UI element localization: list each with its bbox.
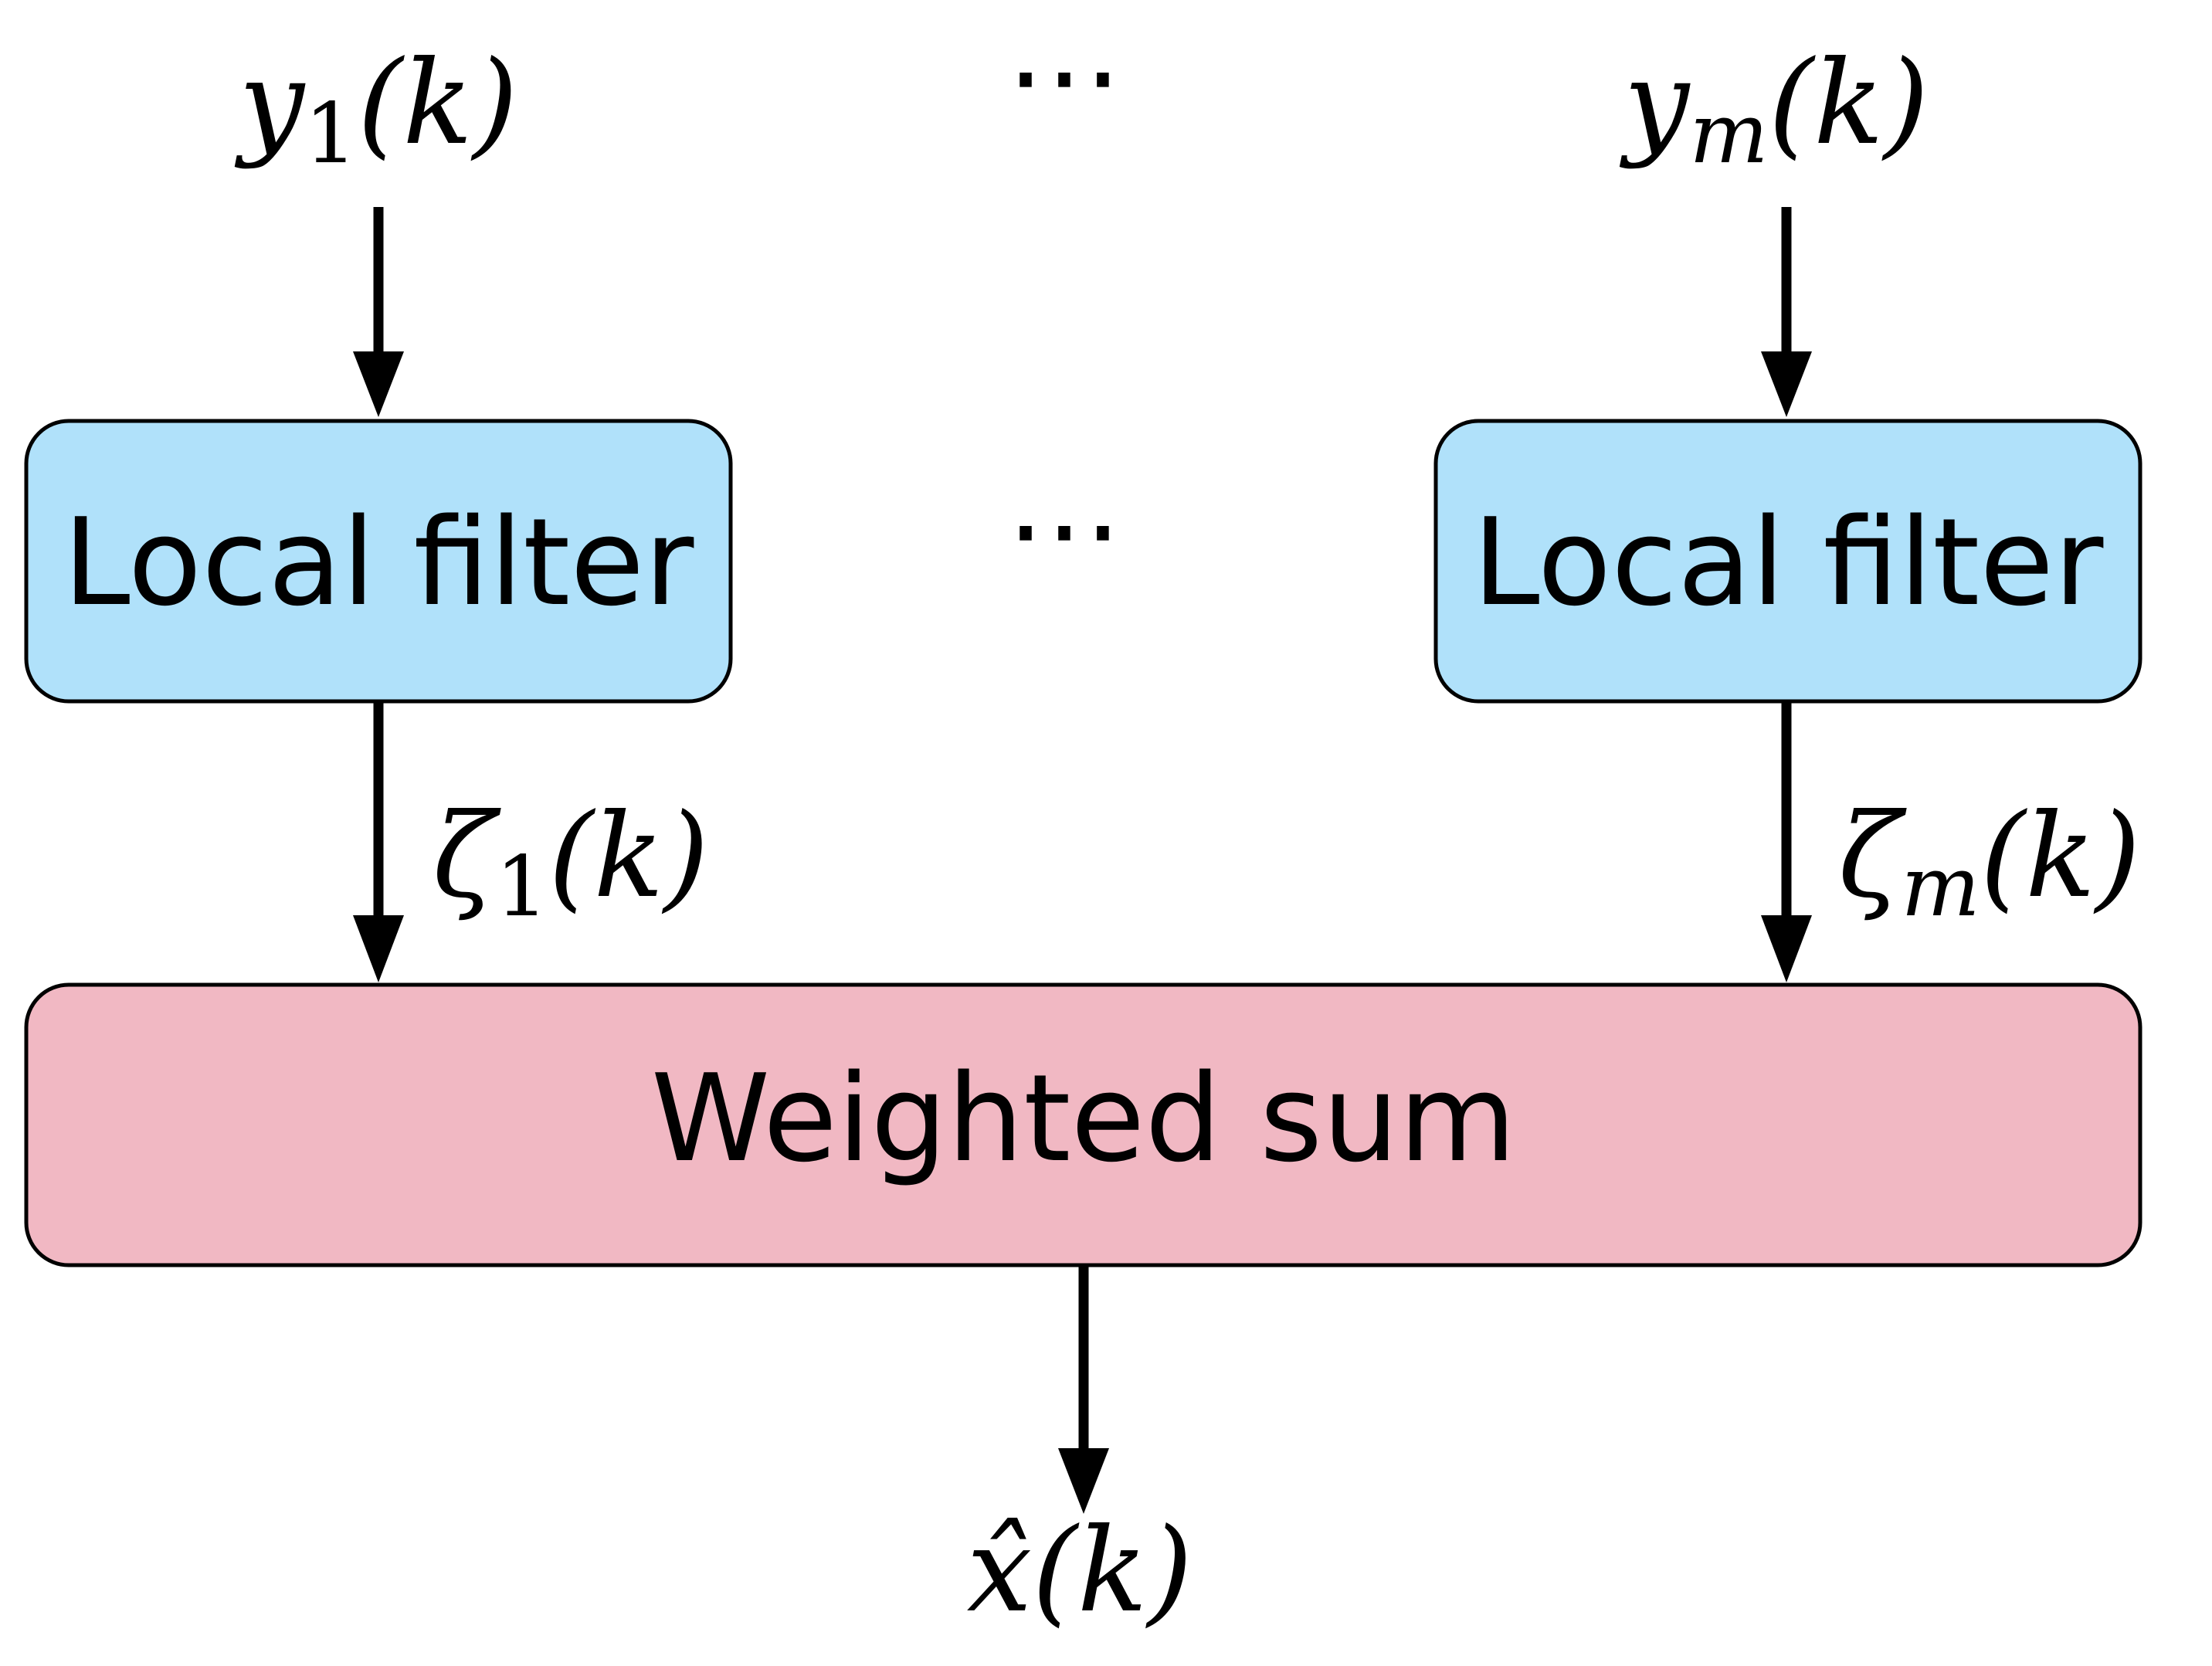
zeta-m-argument: (k)	[1980, 789, 2141, 924]
input-y1-symbol: y	[234, 36, 306, 171]
zeta-1-subscript: 1	[495, 839, 548, 935]
local-filter-right-label: Local filter	[1473, 492, 2105, 633]
input-y1-subscript: 1	[304, 86, 358, 182]
input-ym-symbol: y	[1619, 36, 1691, 171]
input-ym-subscript: m	[1689, 86, 1768, 182]
local-filter-left-box	[24, 419, 733, 704]
weighted-sum-block: Weighted sum	[24, 982, 2142, 1267]
zeta-m-subscript: m	[1901, 839, 1980, 935]
zeta-1-label: ζ1(k)	[433, 789, 709, 935]
arrow-zeta-left	[353, 703, 404, 982]
input-y1-label: y1(k)	[234, 36, 517, 182]
local-filter-right: Local filter	[1433, 419, 2142, 704]
arrow-zeta-right	[1761, 703, 1812, 982]
arrow-input-left	[353, 207, 404, 417]
output-xhat-symbol: x̂	[967, 1504, 1033, 1638]
filter-ellipsis: ⋯	[1006, 463, 1144, 597]
input-y1-argument: (k)	[358, 36, 518, 171]
weighted-sum-box	[24, 982, 2142, 1267]
local-filter-left-label: Local filter	[63, 492, 695, 633]
zeta-m-symbol: ζ	[1838, 789, 1907, 924]
arrow-output	[1058, 1267, 1109, 1514]
input-ellipsis: ⋯	[1006, 9, 1144, 144]
zeta-1-symbol: ζ	[433, 789, 501, 924]
output-xhat-label: x̂(k)	[967, 1504, 1193, 1638]
local-filter-right-box	[1433, 419, 2142, 704]
zeta-1-argument: (k)	[548, 789, 709, 924]
weighted-sum-label: Weighted sum	[651, 1048, 1516, 1189]
output-xhat-argument: (k)	[1032, 1504, 1193, 1638]
input-ym-label: ym(k)	[1619, 36, 1929, 182]
input-ym-argument: (k)	[1769, 36, 1929, 171]
local-filter-left: Local filter	[24, 419, 733, 704]
zeta-m-label: ζm(k)	[1838, 789, 2141, 935]
arrow-input-right	[1761, 207, 1812, 417]
